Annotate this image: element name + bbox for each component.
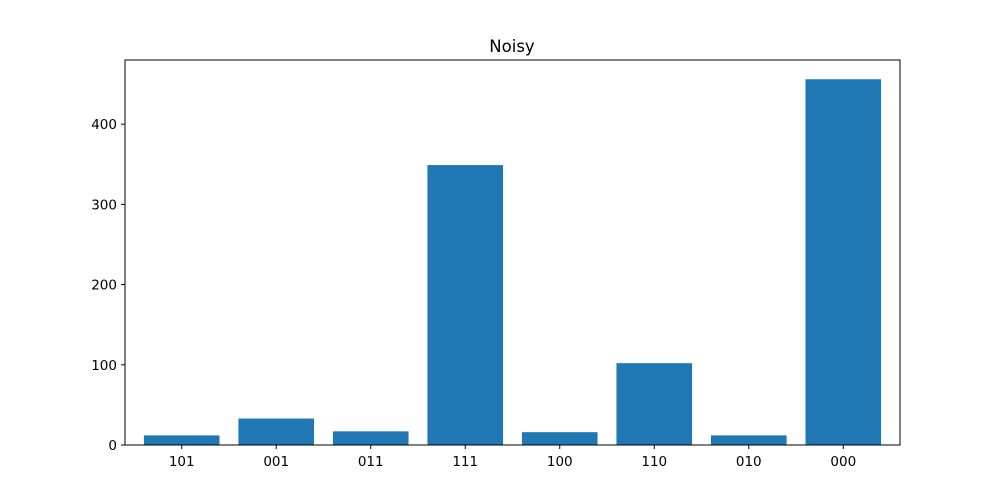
chart-title: Noisy (489, 37, 535, 56)
x-tick-label: 101 (169, 454, 195, 470)
bar-110 (616, 363, 693, 445)
y-tick-label: 400 (91, 117, 117, 133)
x-tick-label: 011 (358, 454, 384, 470)
bar-000 (805, 79, 882, 445)
bar-111 (427, 165, 504, 445)
bar-100 (521, 432, 598, 445)
y-tick-label: 0 (108, 438, 117, 454)
x-axis: 101 001 011 111 100 110 010 000 (169, 445, 856, 470)
x-tick-label: 010 (736, 454, 762, 470)
bar-010 (710, 435, 787, 446)
bar-001 (238, 418, 315, 445)
x-tick-label: 110 (641, 454, 667, 470)
plot-frame (124, 59, 901, 446)
y-axis: 0 100 200 300 400 (91, 117, 125, 454)
x-tick-label: 100 (547, 454, 573, 470)
x-tick-label: 000 (830, 454, 856, 470)
x-tick-label: 001 (263, 454, 289, 470)
bars-group (143, 79, 882, 446)
bar-011 (332, 431, 409, 445)
x-tick-label: 111 (452, 454, 478, 470)
bar-101 (143, 435, 220, 446)
y-tick-label: 200 (91, 278, 117, 294)
y-tick-label: 100 (91, 358, 117, 374)
y-tick-label: 300 (91, 197, 117, 213)
